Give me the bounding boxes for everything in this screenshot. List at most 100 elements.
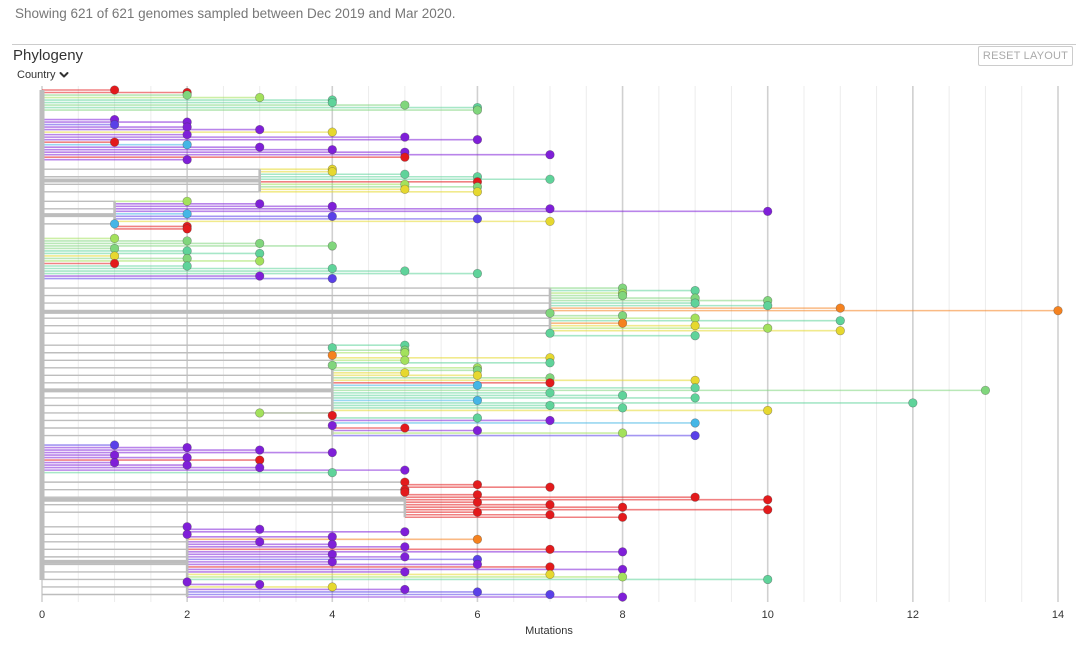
tip-node[interactable] bbox=[400, 542, 410, 552]
tip-node[interactable] bbox=[400, 423, 410, 433]
tip-node[interactable] bbox=[763, 206, 773, 216]
tip-node[interactable] bbox=[763, 495, 773, 505]
tip-node[interactable] bbox=[182, 90, 192, 100]
tip-node[interactable] bbox=[617, 512, 628, 522]
tip-node[interactable] bbox=[182, 224, 192, 234]
tip-node[interactable] bbox=[327, 273, 337, 284]
tip-node[interactable] bbox=[327, 420, 337, 431]
tip-node[interactable] bbox=[763, 405, 773, 416]
tip-node[interactable] bbox=[690, 383, 700, 393]
tip-node[interactable] bbox=[109, 457, 120, 468]
tip-node[interactable] bbox=[545, 482, 555, 492]
tip-node[interactable] bbox=[617, 390, 628, 400]
tip-node[interactable] bbox=[835, 326, 845, 336]
tip-node[interactable] bbox=[472, 480, 483, 490]
tip-node[interactable] bbox=[327, 447, 337, 458]
tip-node[interactable] bbox=[690, 321, 700, 331]
tip-node[interactable] bbox=[400, 132, 410, 142]
tip-node[interactable] bbox=[400, 487, 410, 497]
tip-node[interactable] bbox=[617, 502, 628, 512]
tip-node[interactable] bbox=[182, 196, 192, 206]
tip-node[interactable] bbox=[472, 380, 483, 390]
tip-node[interactable] bbox=[545, 308, 555, 318]
tip-node[interactable] bbox=[327, 201, 337, 211]
tip-node[interactable] bbox=[690, 331, 700, 341]
tip-node[interactable] bbox=[617, 318, 628, 328]
tip-node[interactable] bbox=[472, 559, 483, 569]
tip-node[interactable] bbox=[763, 505, 773, 515]
tip-node[interactable] bbox=[255, 238, 265, 249]
tip-node[interactable] bbox=[400, 567, 410, 577]
tip-node[interactable] bbox=[545, 589, 555, 600]
tip-node[interactable] bbox=[545, 388, 555, 398]
tip-node[interactable] bbox=[255, 142, 265, 152]
tip-node[interactable] bbox=[182, 155, 192, 165]
tip-node[interactable] bbox=[327, 167, 337, 177]
tip-node[interactable] bbox=[545, 150, 555, 160]
tip-node[interactable] bbox=[472, 534, 483, 544]
tip-node[interactable] bbox=[472, 395, 483, 406]
tip-node[interactable] bbox=[980, 385, 991, 395]
tip-node[interactable] bbox=[472, 135, 483, 145]
tip-node[interactable] bbox=[545, 544, 555, 554]
tip-node[interactable] bbox=[690, 298, 700, 308]
color-by-dropdown[interactable]: Country bbox=[17, 69, 69, 81]
tip-node[interactable] bbox=[617, 592, 628, 602]
tip-node[interactable] bbox=[182, 130, 192, 140]
tip-node[interactable] bbox=[400, 184, 410, 194]
tip-node[interactable] bbox=[327, 145, 337, 155]
tip-node[interactable] bbox=[327, 539, 337, 549]
tip-node[interactable] bbox=[400, 266, 410, 276]
tip-node[interactable] bbox=[763, 574, 773, 585]
tip-node[interactable] bbox=[763, 301, 773, 311]
tip-node[interactable] bbox=[109, 85, 120, 95]
tip-node[interactable] bbox=[763, 323, 773, 333]
tip-node[interactable] bbox=[327, 557, 337, 567]
tip-node[interactable] bbox=[545, 216, 555, 226]
tip-node[interactable] bbox=[472, 268, 483, 279]
tip-node[interactable] bbox=[472, 587, 483, 597]
tip-node[interactable] bbox=[109, 119, 120, 130]
tip-node[interactable] bbox=[400, 552, 410, 562]
tip-node[interactable] bbox=[472, 497, 483, 507]
tip-node[interactable] bbox=[690, 430, 700, 441]
tip-node[interactable] bbox=[617, 403, 628, 413]
tip-node[interactable] bbox=[472, 214, 483, 224]
tip-node[interactable] bbox=[545, 204, 555, 214]
tip-node[interactable] bbox=[690, 492, 700, 502]
tip-node[interactable] bbox=[327, 582, 337, 592]
tip-node[interactable] bbox=[472, 425, 483, 436]
tip-node[interactable] bbox=[545, 500, 555, 510]
tip-node[interactable] bbox=[109, 233, 120, 244]
tip-node[interactable] bbox=[327, 241, 337, 251]
tip-node[interactable] bbox=[835, 316, 845, 326]
tip-node[interactable] bbox=[400, 355, 410, 365]
tip-node[interactable] bbox=[472, 105, 483, 115]
tip-node[interactable] bbox=[472, 370, 483, 380]
tip-node[interactable] bbox=[182, 442, 192, 453]
tip-node[interactable] bbox=[690, 418, 700, 428]
tip-node[interactable] bbox=[835, 303, 845, 313]
tip-node[interactable] bbox=[545, 174, 555, 184]
tip-node[interactable] bbox=[617, 290, 628, 301]
tip-node[interactable] bbox=[255, 271, 265, 281]
tip-node[interactable] bbox=[182, 140, 192, 150]
tip-node[interactable] bbox=[690, 393, 700, 403]
tip-node[interactable] bbox=[545, 569, 555, 580]
tip-node[interactable] bbox=[545, 328, 555, 338]
tip-node[interactable] bbox=[400, 527, 410, 537]
tip-node[interactable] bbox=[255, 408, 265, 418]
tip-node[interactable] bbox=[255, 445, 265, 455]
tip-node[interactable] bbox=[327, 97, 337, 108]
tip-node[interactable] bbox=[545, 358, 555, 368]
tip-node[interactable] bbox=[472, 187, 483, 197]
tip-node[interactable] bbox=[545, 510, 555, 520]
tip-node[interactable] bbox=[182, 460, 192, 470]
tip-node[interactable] bbox=[327, 127, 337, 137]
tip-node[interactable] bbox=[182, 236, 192, 246]
tip-node[interactable] bbox=[255, 579, 265, 590]
tip-node[interactable] bbox=[182, 261, 192, 271]
tip-node[interactable] bbox=[255, 125, 265, 135]
tip-node[interactable] bbox=[255, 199, 265, 209]
tip-node[interactable] bbox=[109, 219, 120, 229]
